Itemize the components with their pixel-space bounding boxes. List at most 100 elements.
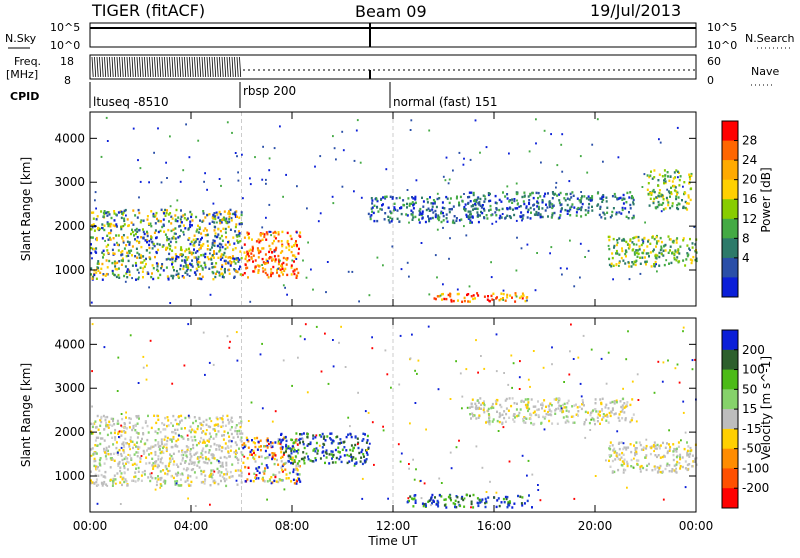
velocity-cell [499, 403, 502, 407]
power-cell [213, 239, 216, 243]
power-cell [580, 215, 583, 218]
velocity-cell [661, 470, 664, 473]
power-cell [228, 260, 231, 263]
power-cell [201, 268, 204, 271]
power-cell [599, 207, 602, 210]
power-cell [213, 241, 216, 244]
velocity-cell [272, 473, 275, 476]
velocity-cell [281, 455, 284, 459]
velocity-cell [123, 464, 126, 468]
velocity-cell [513, 502, 516, 505]
velocity-cell [251, 439, 253, 442]
velocity-cell [123, 426, 126, 430]
velocity-cell [159, 483, 162, 486]
power-cell [465, 213, 468, 217]
power-cell [128, 243, 131, 246]
power-cell [219, 237, 222, 240]
velocity-cell [412, 505, 415, 508]
power-cell [230, 217, 233, 220]
velocity-cell [345, 435, 348, 439]
power-cell [531, 191, 534, 195]
velocity-cell [256, 448, 259, 451]
power-cell [198, 227, 201, 231]
power-cell [631, 217, 634, 220]
velocity-cell [462, 498, 465, 502]
power-cell [148, 239, 151, 243]
velocity-cell [492, 406, 495, 409]
power-cell [152, 267, 155, 270]
power-cell [469, 158, 472, 161]
velocity-cell [276, 458, 278, 462]
velocity-cell [673, 464, 676, 467]
velocity-cell [675, 455, 678, 459]
power-cell [649, 174, 652, 177]
velocity-cell [346, 453, 349, 457]
velocity-cell [281, 470, 284, 473]
power-cell [628, 246, 631, 249]
power-cell [297, 252, 300, 255]
velocity-cell [252, 456, 255, 459]
power-cell [587, 195, 590, 198]
power-region-2 [241, 230, 302, 279]
velocity-cell [191, 439, 194, 442]
velocity-y-axis-title: Slant Range [km] [19, 363, 33, 467]
power-cell [647, 182, 650, 185]
velocity-cell [475, 404, 478, 408]
power-cell [170, 274, 173, 278]
velocity-cell [170, 475, 173, 478]
power-cell [653, 264, 656, 268]
velocity-cell [292, 478, 295, 481]
power-cell [653, 237, 656, 241]
power-cell [109, 238, 112, 241]
power-cell [579, 155, 582, 158]
power-cell [157, 127, 159, 130]
power-cell [290, 266, 293, 269]
power-cell [650, 170, 652, 173]
power-cell [467, 201, 470, 205]
power-cell [103, 228, 106, 232]
velocity-cell [613, 413, 616, 416]
velocity-cell [129, 454, 132, 457]
velocity-cell [160, 456, 163, 460]
velocity-cell [309, 441, 312, 444]
velocity-cell [105, 421, 108, 425]
power-cell [580, 197, 583, 200]
velocity-cell [527, 409, 529, 413]
velocity-cell [119, 475, 122, 479]
velocity-cell [150, 452, 153, 455]
velocity-cell [651, 469, 654, 472]
velocity-cell [291, 458, 294, 462]
power-cell [433, 297, 436, 300]
velocity-cell [557, 407, 560, 410]
power-cell [455, 217, 458, 220]
velocity-cell [560, 404, 562, 408]
power-cell [482, 207, 485, 211]
velocity-cell [246, 438, 249, 442]
power-cell [569, 206, 572, 209]
velocity-cell [625, 446, 628, 449]
power-cell [177, 236, 180, 239]
velocity-cell [558, 404, 561, 407]
power-cell [208, 267, 211, 270]
power-cell [387, 215, 390, 218]
velocity-cell [105, 452, 108, 455]
velocity-cell [663, 454, 665, 458]
power-cell [160, 208, 163, 211]
velocity-cell [215, 444, 218, 447]
power-cell [107, 211, 110, 214]
power-cell [232, 236, 235, 239]
velocity-cell [449, 398, 452, 400]
velocity-cell [116, 472, 119, 475]
power-cell [161, 225, 164, 229]
velocity-cell [594, 398, 597, 401]
velocity-cell [116, 422, 119, 425]
velocity-cell [329, 432, 332, 435]
velocity-cell [476, 407, 479, 410]
power-cell [414, 215, 417, 219]
power-cell [90, 251, 93, 255]
velocity-cell [221, 475, 224, 479]
freq-label: Freq. [14, 55, 41, 68]
power-cell [528, 150, 531, 153]
power-cell [385, 168, 388, 171]
power-cell [687, 196, 690, 199]
